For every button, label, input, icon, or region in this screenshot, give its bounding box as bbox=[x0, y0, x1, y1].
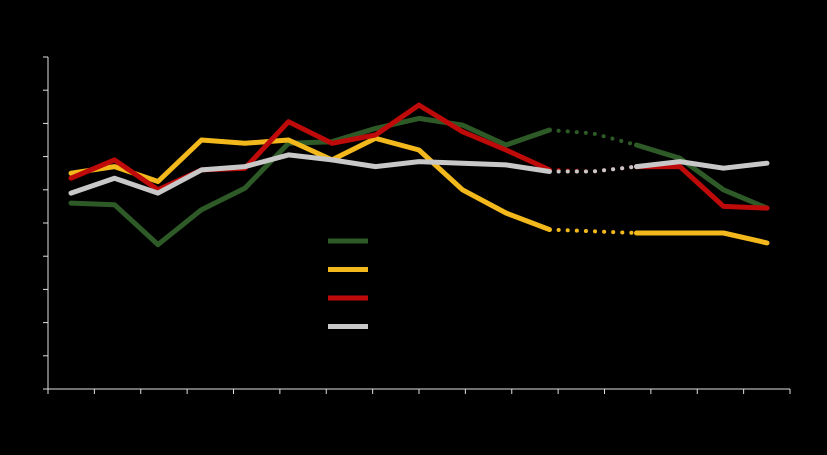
series-line-solid bbox=[634, 142, 770, 211]
series-line-solid bbox=[68, 135, 552, 233]
series-line-solid bbox=[68, 152, 552, 196]
series-4 bbox=[68, 152, 770, 196]
series-line-solid bbox=[68, 115, 552, 248]
legend bbox=[328, 238, 368, 329]
series-line-solid bbox=[634, 159, 770, 171]
axes bbox=[43, 56, 791, 394]
series-line-dotted bbox=[547, 128, 639, 147]
series-line-dotted bbox=[547, 227, 639, 235]
series-line-solid bbox=[68, 102, 552, 193]
series-2 bbox=[68, 135, 770, 246]
series-1 bbox=[68, 115, 770, 248]
series-line-solid bbox=[634, 230, 770, 246]
series-line-dotted bbox=[547, 164, 639, 174]
series-lines bbox=[68, 102, 770, 248]
